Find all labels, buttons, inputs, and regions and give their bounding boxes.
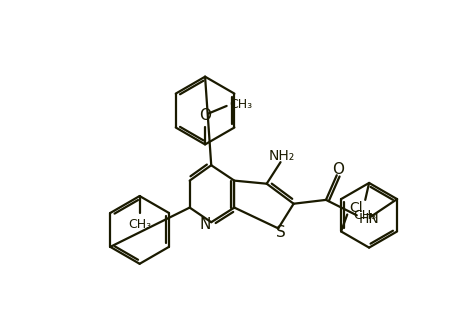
- Text: CH₃: CH₃: [354, 209, 377, 222]
- Text: Cl: Cl: [349, 201, 362, 215]
- Text: O: O: [332, 162, 344, 176]
- Text: O: O: [199, 108, 211, 123]
- Text: NH₂: NH₂: [269, 149, 295, 163]
- Text: HN: HN: [358, 212, 379, 226]
- Text: CH₃: CH₃: [230, 98, 253, 111]
- Text: S: S: [277, 225, 286, 241]
- Text: CH₃: CH₃: [128, 217, 151, 231]
- Text: N: N: [200, 217, 211, 232]
